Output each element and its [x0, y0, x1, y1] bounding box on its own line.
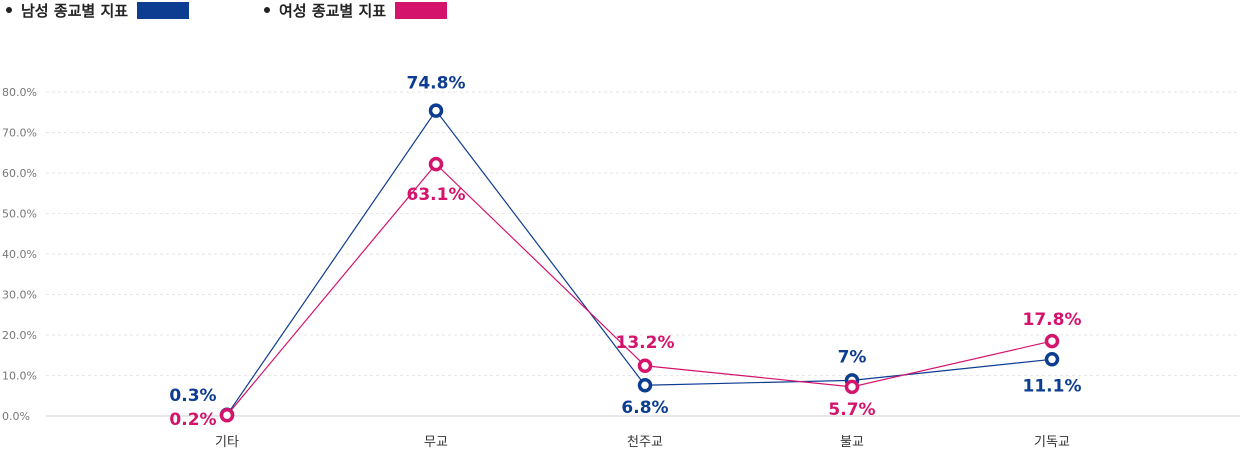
- legend-item-female: 여성 종교별 지표: [264, 0, 448, 20]
- y-tick-label: 40.0%: [2, 248, 37, 261]
- y-tick-label: 50.0%: [2, 208, 37, 221]
- x-tick-label: 기독교: [1034, 435, 1070, 450]
- data-label-female: 13.2%: [616, 333, 675, 353]
- y-tick-label: 60.0%: [2, 167, 37, 180]
- y-tick-label: 80.0%: [2, 86, 37, 99]
- data-point-female: [219, 407, 235, 423]
- legend-swatch-female: [395, 1, 448, 19]
- x-tick-label: 천주교: [627, 435, 663, 450]
- legend-swatch-male: [137, 1, 190, 19]
- data-label-female: 17.8%: [1023, 310, 1082, 330]
- legend-label-male: 남성 종교별 지표: [21, 1, 129, 20]
- bullet-icon: [6, 7, 12, 13]
- data-label-female: 0.2%: [169, 410, 216, 430]
- data-point-female: [428, 156, 444, 172]
- y-tick-label: 0.0%: [2, 410, 30, 423]
- y-tick-label: 10.0%: [2, 370, 37, 383]
- bullet-icon: [264, 7, 270, 13]
- data-point-female: [1044, 333, 1060, 349]
- data-point-male: [637, 377, 653, 393]
- data-label-male: 6.8%: [621, 398, 668, 418]
- legend: 남성 종교별 지표 여성 종교별 지표: [0, 0, 1242, 20]
- data-point-male: [428, 103, 444, 118]
- data-point-female: [637, 358, 653, 374]
- data-label-female: 5.7%: [828, 400, 875, 420]
- y-tick-label: 30.0%: [2, 289, 37, 302]
- x-tick-label: 기타: [215, 435, 239, 450]
- data-point-male: [1044, 352, 1060, 367]
- x-tick-label: 무교: [424, 435, 448, 450]
- data-label-male: 7%: [838, 347, 867, 367]
- legend-item-male: 남성 종교별 지표: [6, 0, 190, 20]
- x-tick-label: 불교: [840, 435, 864, 450]
- y-tick-label: 70.0%: [2, 127, 37, 140]
- data-label-female: 63.1%: [407, 185, 466, 205]
- data-label-male: 11.1%: [1023, 376, 1082, 396]
- data-point-female: [844, 379, 860, 395]
- y-tick-label: 20.0%: [2, 329, 37, 342]
- legend-label-female: 여성 종교별 지표: [279, 1, 387, 20]
- data-label-male: 74.8%: [407, 74, 466, 94]
- data-label-male: 0.3%: [169, 386, 216, 406]
